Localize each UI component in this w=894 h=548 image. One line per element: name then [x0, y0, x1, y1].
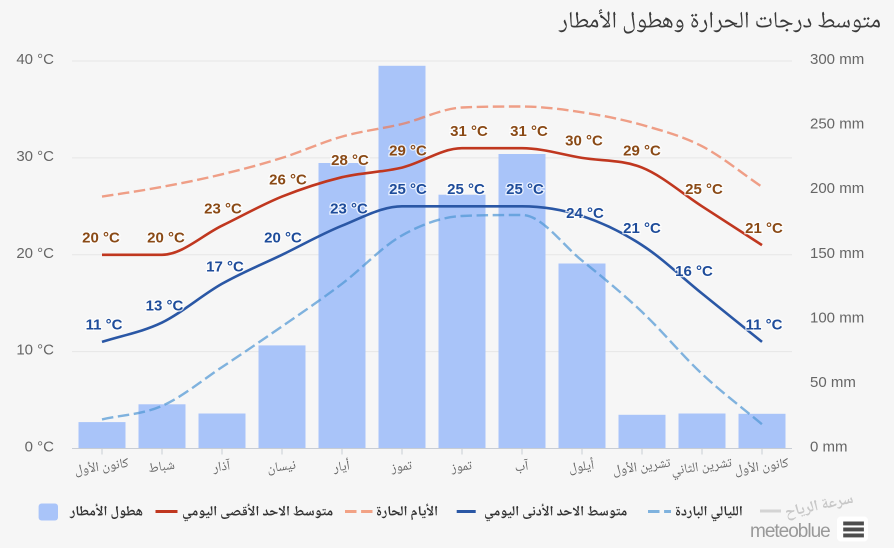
svg-text:100 mm: 100 mm — [810, 309, 864, 326]
svg-text:25 °C: 25 °C — [389, 181, 427, 198]
svg-text:31 °C: 31 °C — [510, 123, 548, 140]
svg-text:250 mm: 250 mm — [810, 116, 864, 133]
svg-text:25 °C: 25 °C — [685, 181, 723, 198]
svg-text:26 °C: 26 °C — [269, 171, 307, 188]
svg-text:23 °C: 23 °C — [330, 200, 368, 217]
svg-text:13 °C: 13 °C — [146, 297, 184, 314]
svg-text:21 °C: 21 °C — [623, 220, 661, 237]
svg-text:11 °C: 11 °C — [86, 317, 123, 334]
svg-text:40 °C: 40 °C — [16, 51, 54, 68]
svg-text:10 °C: 10 °C — [16, 342, 54, 359]
svg-text:30 °C: 30 °C — [16, 148, 54, 165]
svg-text:31 °C: 31 °C — [450, 123, 488, 140]
svg-text:24 °C: 24 °C — [566, 205, 604, 222]
svg-text:23 °C: 23 °C — [204, 200, 242, 217]
svg-text:20 °C: 20 °C — [82, 229, 120, 246]
svg-text:20 °C: 20 °C — [264, 229, 302, 246]
svg-text:meteoblue: meteoblue — [750, 521, 830, 542]
svg-text:29 °C: 29 °C — [623, 142, 661, 159]
svg-text:29 °C: 29 °C — [389, 142, 427, 159]
svg-text:150 mm: 150 mm — [810, 245, 864, 262]
svg-text:16 °C: 16 °C — [675, 263, 713, 280]
svg-text:17 °C: 17 °C — [206, 259, 244, 276]
svg-text:30 °C: 30 °C — [565, 133, 603, 150]
svg-text:0 mm: 0 mm — [810, 439, 848, 456]
svg-text:300 mm: 300 mm — [810, 51, 864, 68]
svg-text:50 mm: 50 mm — [810, 374, 856, 391]
svg-text:21 °C: 21 °C — [745, 220, 783, 237]
svg-text:200 mm: 200 mm — [810, 180, 864, 197]
svg-text:25 °C: 25 °C — [447, 181, 485, 198]
svg-text:28 °C: 28 °C — [331, 152, 369, 169]
svg-text:20 °C: 20 °C — [16, 245, 54, 262]
svg-text:25 °C: 25 °C — [506, 181, 544, 198]
svg-text:0 °C: 0 °C — [25, 439, 55, 456]
svg-text:11 °C: 11 °C — [746, 317, 783, 334]
svg-text:20 °C: 20 °C — [147, 229, 185, 246]
